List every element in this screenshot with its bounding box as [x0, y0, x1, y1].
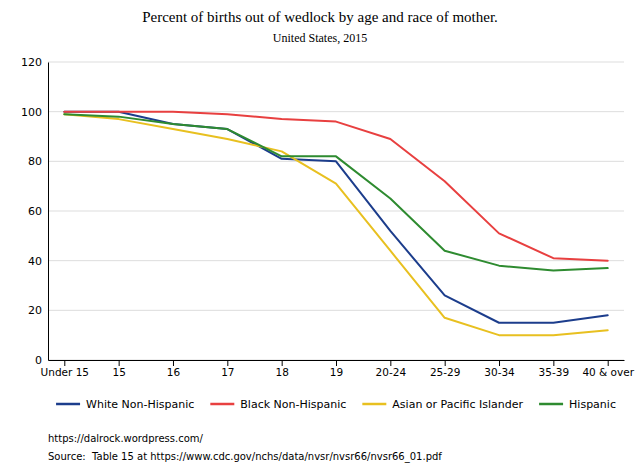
- x-tick-label: 30-34: [484, 366, 515, 378]
- y-tick: 20: [28, 304, 48, 317]
- x-tick: 17: [221, 360, 234, 378]
- legend-item: White Non-Hispanic: [56, 398, 194, 411]
- x-tick-mark: [336, 360, 337, 366]
- x-tick-label: Under 15: [41, 366, 89, 378]
- x-tick-label: 40 & over: [582, 366, 634, 378]
- legend-label: Hispanic: [569, 398, 616, 411]
- x-tick-mark: [499, 360, 500, 366]
- x-tick: 18: [275, 360, 288, 378]
- y-axis-line: [48, 63, 49, 361]
- x-tick-label: 35-39: [539, 366, 570, 378]
- y-tick: 80: [28, 155, 48, 168]
- x-tick: 19: [330, 360, 343, 378]
- legend-item: Hispanic: [539, 398, 616, 411]
- legend-swatch: [56, 403, 80, 406]
- y-tick: 120: [21, 56, 48, 69]
- legend-swatch: [539, 403, 563, 406]
- y-tick-label: 80: [28, 155, 42, 168]
- grid-line: [48, 211, 624, 212]
- x-tick-mark: [390, 360, 391, 366]
- legend-item: Asian or Pacific Islander: [362, 398, 523, 411]
- title: Percent of births out of wedlock by age …: [142, 9, 498, 25]
- x-tick-mark: [445, 360, 446, 366]
- x-tick-label: 17: [221, 366, 234, 378]
- x-tick: 25-29: [430, 360, 461, 378]
- grid-line: [48, 260, 624, 261]
- y-tick-label: 0: [35, 354, 42, 367]
- x-tick-mark: [282, 360, 283, 366]
- y-tick-label: 40: [28, 255, 42, 268]
- footnotes: https://dalrock.wordpress.com/Source: Ta…: [48, 433, 442, 463]
- legend-swatch: [210, 403, 234, 406]
- footnote: Source: Table 15 at https://www.cdc.gov/…: [48, 451, 442, 463]
- grid-line: [48, 310, 624, 311]
- x-tick: 40 & over: [582, 360, 634, 378]
- y-tick: 40: [28, 255, 48, 268]
- x-tick: 15: [112, 360, 125, 378]
- legend-label: Asian or Pacific Islander: [392, 398, 523, 411]
- x-tick: 16: [167, 360, 181, 378]
- series-group: [64, 112, 607, 336]
- x-tick-label: 19: [330, 366, 343, 378]
- x-tick-mark: [227, 360, 228, 366]
- x-tick-mark: [119, 360, 120, 366]
- legend-swatch: [362, 403, 386, 406]
- x-tick: 20-24: [376, 360, 407, 378]
- x-tick-mark: [173, 360, 174, 366]
- y-tick: 60: [28, 205, 48, 218]
- x-tick-mark: [553, 360, 554, 366]
- x-tick-mark: [608, 360, 609, 366]
- grid: [48, 62, 624, 360]
- y-tick-label: 120: [21, 56, 42, 69]
- y-tick: 0: [35, 354, 48, 367]
- legend: White Non-Hispanic Black Non-Hispanic Asia…: [56, 398, 616, 411]
- x-tick: 30-34: [484, 360, 515, 378]
- series-line: [64, 112, 607, 323]
- x-tick-label: 25-29: [430, 366, 461, 378]
- y-tick-label: 20: [28, 304, 42, 317]
- y-tick-label: 100: [21, 106, 42, 119]
- legend-item: Black Non-Hispanic: [210, 398, 346, 411]
- series-line: [64, 114, 607, 270]
- legend-label: Black Non-Hispanic: [240, 398, 346, 411]
- y-axis: 0 20 40 60 80 100 120: [21, 56, 49, 367]
- chart: Percent of births out of wedlock by age …: [0, 0, 640, 472]
- x-tick-label: 20-24: [376, 366, 407, 378]
- grid-line: [48, 62, 624, 63]
- x-tick: 35-39: [539, 360, 570, 378]
- subtitle: United States, 2015: [273, 31, 367, 45]
- x-tick: Under 15: [41, 360, 89, 378]
- footnote: https://dalrock.wordpress.com/: [48, 433, 204, 444]
- y-tick: 100: [21, 106, 48, 119]
- series-line: [64, 112, 607, 261]
- series-line: [64, 114, 607, 335]
- x-tick-mark: [64, 360, 65, 366]
- x-tick-label: 15: [112, 366, 125, 378]
- plot-area: 0 20 40 60 80 100 120 Under 15 15 16 17 18 19 20-24 25…: [21, 56, 635, 378]
- x-tick-label: 16: [167, 366, 181, 378]
- y-tick-label: 60: [28, 205, 42, 218]
- x-tick-label: 18: [275, 366, 288, 378]
- x-axis: Under 15 15 16 17 18 19 20-24 25-29 30-34 35-39 40…: [41, 360, 635, 378]
- legend-label: White Non-Hispanic: [86, 398, 194, 411]
